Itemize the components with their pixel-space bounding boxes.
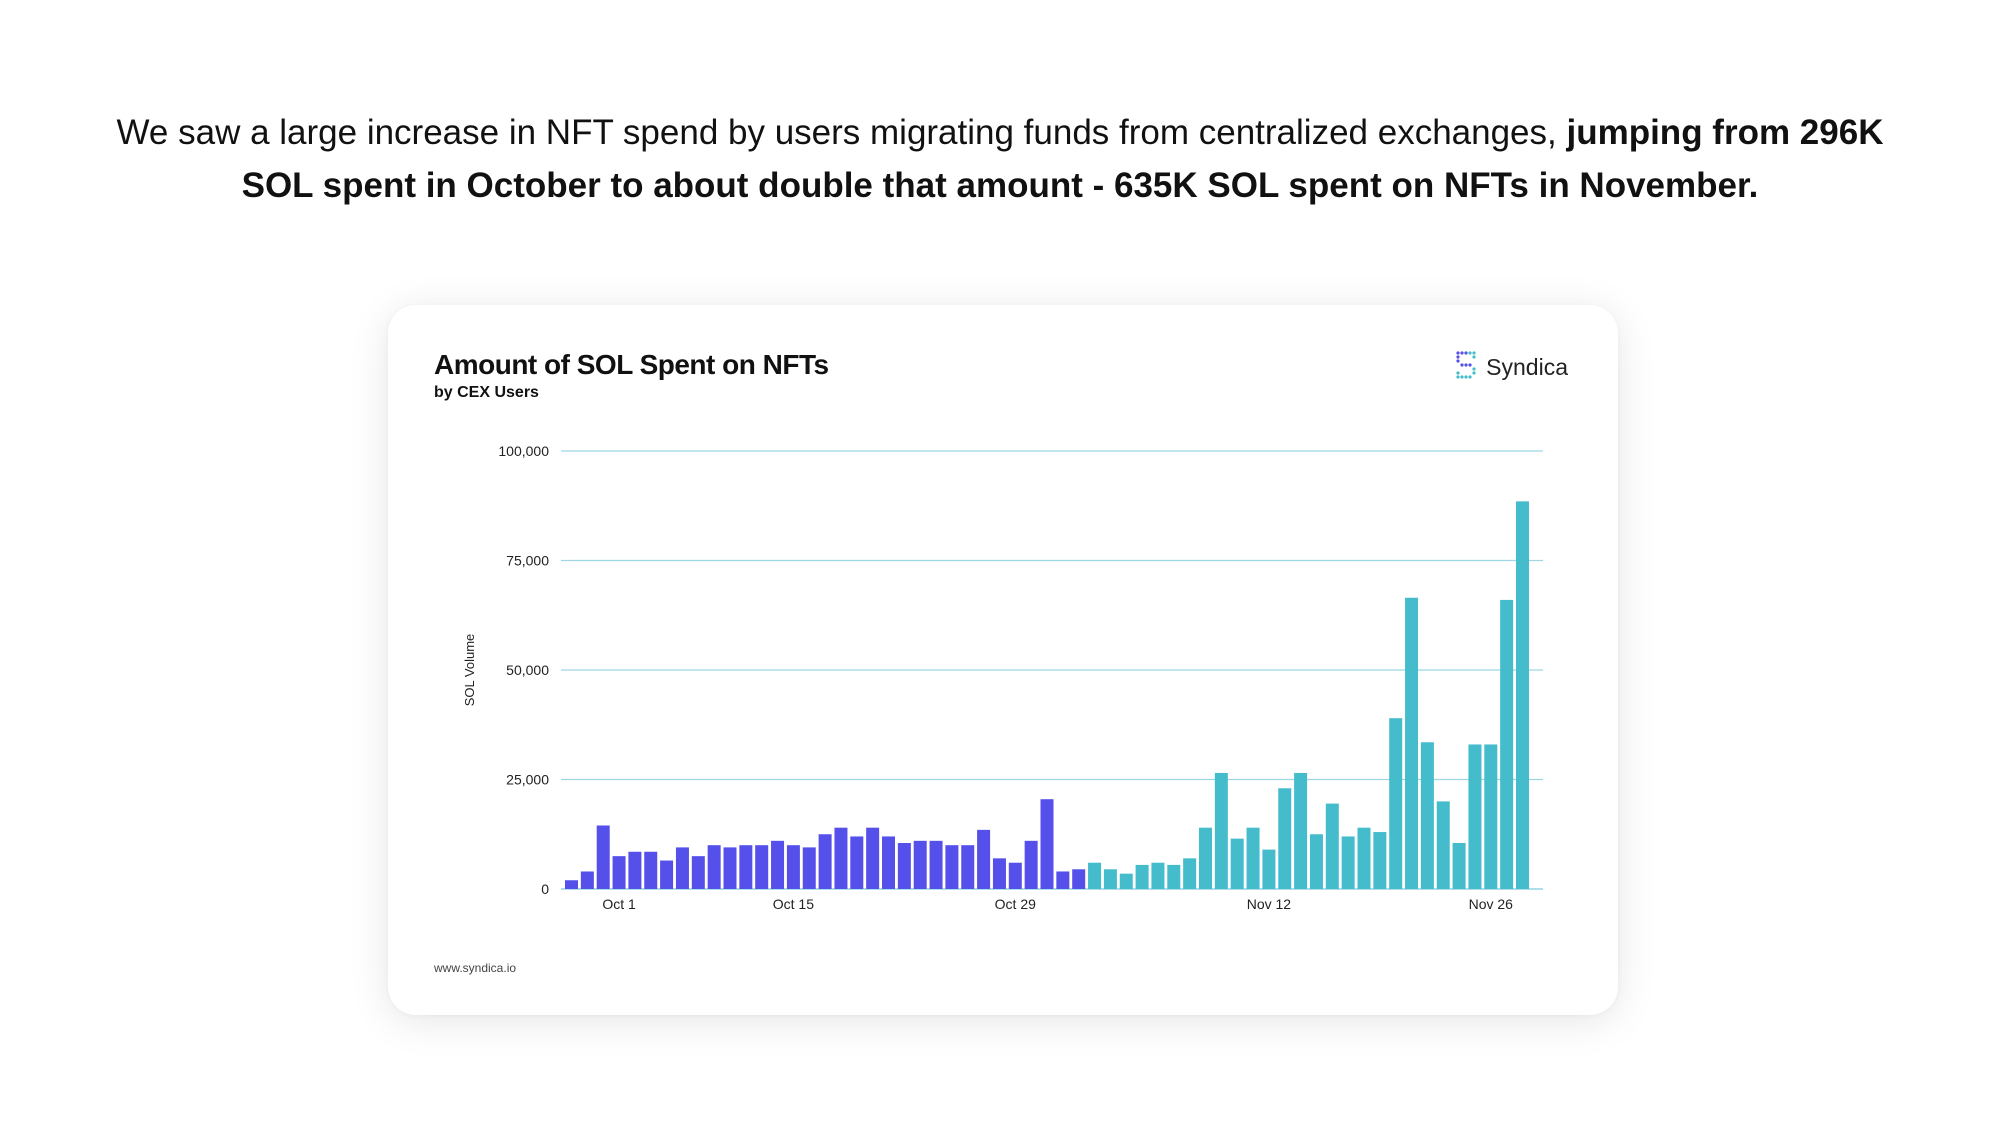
y-tick-label: 25,000 — [506, 772, 549, 788]
x-tick-label: Nov 12 — [1247, 896, 1292, 912]
bar — [1484, 744, 1498, 889]
bar — [1373, 832, 1387, 889]
bar — [628, 851, 642, 889]
bar — [1357, 827, 1371, 889]
bar — [1246, 827, 1260, 889]
headline-text: We saw a large increase in NFT spend by … — [116, 113, 1567, 152]
bar — [977, 829, 991, 889]
bar-chart: 0 25,000 50,000 75,000 100,000 SOL Volume Oct … — [462, 443, 1543, 912]
brand: Syndica — [1454, 349, 1568, 386]
bar — [1103, 869, 1117, 889]
bar — [961, 845, 975, 889]
bar — [1230, 838, 1244, 889]
bar — [1040, 799, 1054, 889]
bar — [1405, 597, 1419, 889]
x-tick-label: Oct 1 — [602, 896, 636, 912]
bar — [1262, 849, 1276, 889]
bar — [644, 851, 658, 889]
bar — [1056, 871, 1070, 889]
bar — [913, 840, 927, 889]
bar — [818, 834, 832, 889]
bar — [1278, 788, 1292, 889]
x-tick-label: Nov 26 — [1469, 896, 1514, 912]
bar — [1199, 827, 1212, 889]
bar — [1436, 801, 1450, 889]
bar — [1167, 864, 1181, 889]
bar — [945, 845, 959, 889]
bar — [866, 827, 880, 889]
bar — [1135, 864, 1149, 889]
bar — [1294, 772, 1308, 889]
bar — [565, 880, 578, 889]
chart-subtitle: by CEX Users — [434, 384, 539, 401]
bar — [755, 845, 769, 889]
bar — [1325, 803, 1339, 889]
bar — [1500, 599, 1514, 889]
bar — [1420, 742, 1434, 889]
headline: We saw a large increase in NFT spend by … — [80, 106, 1920, 212]
bar — [596, 825, 610, 889]
bar — [723, 847, 737, 889]
bar — [771, 840, 785, 889]
bar — [802, 847, 816, 889]
bar — [1151, 862, 1165, 889]
y-axis-label: SOL Volume — [462, 634, 477, 707]
bar — [1389, 718, 1403, 889]
bar — [691, 856, 705, 889]
bar — [897, 843, 911, 889]
bar — [1452, 843, 1466, 889]
bar — [1309, 834, 1323, 889]
bar — [1516, 501, 1529, 889]
chart-title: Amount of SOL Spent on NFTs — [434, 349, 829, 380]
x-tick-label: Oct 29 — [995, 896, 1036, 912]
bar — [1008, 862, 1022, 889]
bar — [580, 871, 594, 889]
bar — [660, 860, 674, 889]
y-tick-label: 0 — [541, 881, 549, 897]
bar — [1088, 862, 1102, 889]
bar — [1024, 840, 1038, 889]
brand-name: Syndica — [1486, 354, 1568, 380]
bar — [1468, 744, 1482, 889]
y-tick-label: 75,000 — [506, 553, 549, 569]
bar — [850, 836, 864, 889]
bar — [1214, 772, 1228, 889]
headline-bold-text: jumping from 296K SOL spent in October t… — [241, 113, 1884, 205]
bar — [882, 836, 895, 889]
bar — [675, 847, 689, 889]
x-tick-label: Oct 15 — [773, 896, 814, 912]
bar — [992, 858, 1006, 889]
syndica-logo-icon — [1454, 349, 1478, 386]
bar — [1119, 873, 1133, 889]
bar — [707, 845, 721, 889]
bar — [834, 827, 848, 889]
y-tick-label: 50,000 — [506, 662, 549, 678]
bar — [739, 845, 753, 889]
bar — [1341, 836, 1355, 889]
bar — [612, 856, 626, 889]
footer-url: www.syndica.io — [434, 961, 517, 975]
bar — [786, 845, 800, 889]
bar — [929, 840, 943, 889]
bar — [1183, 858, 1197, 889]
chart-card: Amount of SOL Spent on NFTs by CEX Users… — [388, 305, 1618, 1015]
bar — [1072, 869, 1086, 889]
y-tick-label: 100,000 — [498, 443, 549, 459]
